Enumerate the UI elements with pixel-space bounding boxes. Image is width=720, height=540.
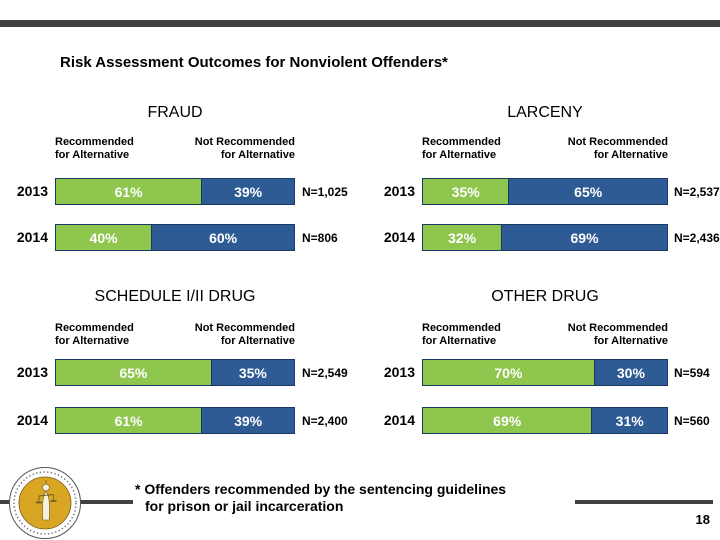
chart-title: LARCENY [507,104,583,121]
column-header-not-recommended: Not Recommended for Alternative [194,136,295,161]
n-count-label: N=560 [674,414,710,428]
stacked-bar: 61% 39% [55,407,295,434]
n-count-label: N=1,025 [302,185,348,199]
bar-segment-recommended: 61% [56,408,202,433]
percent-label: 69% [570,229,599,246]
stacked-bar: 35% 65% [422,178,668,205]
chart-title: SCHEDULE I/II DRUG [94,288,256,305]
stacked-bar: 69% 31% [422,407,668,434]
bar-segment-not-recommended: 60% [151,225,294,250]
bar-segment-not-recommended: 65% [508,179,667,204]
footnote: * Offenders recommended by the sentencin… [135,481,595,515]
bar-segment-recommended: 61% [56,179,202,204]
footnote-line-2: for prison or jail incarceration [145,498,344,514]
stacked-bar: 32% 69% [422,224,668,251]
percent-label: 61% [114,412,143,429]
percent-label: 35% [451,183,480,200]
bar-segment-not-recommended: 39% [201,179,294,204]
chart-title: OTHER DRUG [491,288,599,305]
bar-segment-not-recommended: 69% [501,225,667,250]
percent-label: 39% [234,412,263,429]
bar-segment-recommended: 69% [423,408,592,433]
percent-label: 35% [238,364,267,381]
n-count-label: N=2,537 [674,185,720,199]
bar-segment-not-recommended: 30% [593,360,667,385]
bar-segment-not-recommended: 31% [591,408,667,433]
n-count-label: N=594 [674,366,710,380]
year-label: 2014 [383,229,415,245]
percent-label: 32% [448,229,477,246]
percent-label: 69% [493,412,522,429]
column-header-recommended: Recommended for Alternative [55,136,134,161]
percent-label: 60% [209,229,238,246]
percent-label: 65% [119,364,148,381]
bar-segment-recommended: 70% [423,360,594,385]
column-header-recommended: Recommended for Alternative [55,322,134,347]
year-label: 2013 [383,183,415,199]
stacked-bar: 40% 60% [55,224,295,251]
stacked-bar: 70% 30% [422,359,668,386]
bar-segment-recommended: 65% [56,360,211,385]
percent-label: 39% [234,183,263,200]
year-label: 2013 [16,183,48,199]
year-label: 2014 [16,229,48,245]
stacked-bar: 61% 39% [55,178,295,205]
column-header-recommended: Recommended for Alternative [422,322,501,347]
n-count-label: N=2,436 [674,231,720,245]
chart-title: FRAUD [147,104,203,121]
bar-segment-not-recommended: 35% [210,360,294,385]
percent-label: 40% [89,229,118,246]
stacked-bar: 65% 35% [55,359,295,386]
year-label: 2014 [16,412,48,428]
top-accent-bar [0,20,720,27]
n-count-label: N=2,549 [302,366,348,380]
column-header-not-recommended: Not Recommended for Alternative [194,322,295,347]
n-count-label: N=2,400 [302,414,348,428]
column-header-recommended: Recommended for Alternative [422,136,501,161]
percent-label: 70% [494,364,523,381]
bar-segment-recommended: 40% [56,225,152,250]
bar-segment-not-recommended: 39% [201,408,294,433]
percent-label: 30% [616,364,645,381]
column-header-not-recommended: Not Recommended for Alternative [567,136,668,161]
sentencing-commission-seal-logo [8,466,82,540]
percent-label: 61% [114,183,143,200]
year-label: 2013 [383,364,415,380]
footer-divider-right [575,500,713,504]
page-number: 18 [695,512,710,527]
footnote-line-1: * Offenders recommended by the sentencin… [135,481,507,497]
percent-label: 65% [574,183,603,200]
seal-icon [9,467,81,539]
year-label: 2014 [383,412,415,428]
slide-title: Risk Assessment Outcomes for Nonviolent … [60,54,448,71]
column-header-not-recommended: Not Recommended for Alternative [567,322,668,347]
year-label: 2013 [16,364,48,380]
bar-segment-recommended: 35% [423,179,509,204]
n-count-label: N=806 [302,231,338,245]
percent-label: 31% [615,412,644,429]
bar-segment-recommended: 32% [423,225,502,250]
